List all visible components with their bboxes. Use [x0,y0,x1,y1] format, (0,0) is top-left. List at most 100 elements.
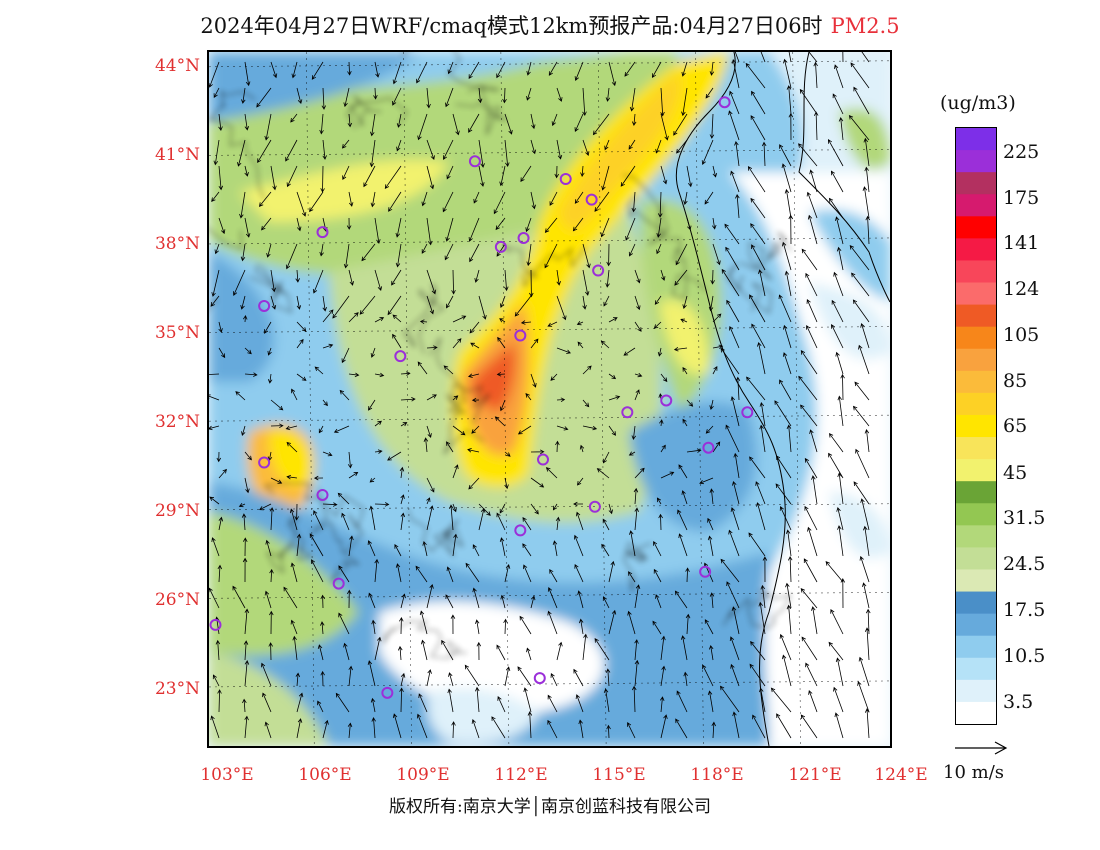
wind-arrow [623,347,636,356]
wind-arrow [526,647,532,661]
wind-arrow [347,722,353,739]
wind-arrow [837,395,844,427]
colorbar-swatch [956,414,996,438]
wind-arrow [863,137,870,167]
wind-arrow [496,371,506,377]
wind-arrow [627,722,636,739]
wind-arrow [290,562,298,583]
wind-arrow [549,191,558,206]
map-title: 2024年04月27日WRF/cmaq模式12km预报产品:04月27日06时 P… [0,10,1100,40]
wind-reference-label: 10 m/s [943,762,1004,783]
wind-arrow [348,191,354,207]
wind-arrow [468,217,480,242]
wind-arrow [720,685,740,713]
wind-arrow [652,620,662,635]
wind-arrow [628,571,636,583]
colorbar-swatch [956,128,996,151]
wind-arrow [210,715,220,739]
colorbar-swatch [956,569,996,593]
wind-arrow [452,503,457,513]
wind-arrow [582,399,590,408]
wind-arrow [803,558,818,583]
wind-arrow [496,512,506,531]
wind-arrow [374,502,390,507]
wind-arrow [387,451,402,461]
province-boundary [622,175,669,246]
wind-arrow [445,594,454,609]
wind-arrow [218,321,223,333]
wind-arrow [317,700,324,713]
wind-arrow [786,424,792,453]
wind-arrow [244,113,250,131]
wind-arrow [477,87,483,104]
title-main: 2024年04月27日WRF/cmaq模式12km预报产品:04月27日06时 [200,14,823,38]
wind-arrow [800,349,818,375]
province-boundary [401,52,486,89]
wind-arrow [634,584,641,609]
wind-arrow [217,564,223,583]
wind-arrow [804,505,818,531]
wind-arrow [859,555,870,583]
wind-arrow [724,223,740,245]
wind-arrow [830,608,844,635]
wind-arrow [244,347,252,355]
wind-arrow [676,690,688,713]
wind-arrow [522,543,532,557]
wind-arrow [504,269,509,292]
wind-arrow [660,165,668,185]
wind-arrow [721,268,740,297]
province-boundary [657,202,707,300]
wind-arrow [448,672,454,687]
wind-arrow [600,340,610,349]
colorbar-label: 45 [1003,462,1028,484]
wind-arrow [712,344,724,350]
lon-label-109: 109°E [396,765,450,785]
wind-arrow [468,113,480,133]
wind-arrow [478,295,487,320]
wind-arrow [710,269,715,285]
wind-arrow [832,93,844,115]
wind-arrow [295,672,301,687]
colorbar-label: 141 [1003,232,1040,254]
province-boundary [250,263,292,313]
wind-arrow [426,269,437,295]
wind-arrow [467,373,480,378]
wind-arrow [808,52,818,63]
colorbar-swatch [956,679,996,703]
wind-arrow [426,425,432,439]
wind-arrow [660,87,665,117]
wind-arrow [801,636,818,661]
wind-arrow [836,506,844,531]
lat-label-41: 41°N [154,145,200,165]
concentration-field [209,52,890,746]
wind-arrow [608,61,617,87]
wind-arrow [660,471,675,479]
wind-arrow [504,666,511,687]
wind-arrow [318,425,324,434]
wind-arrow [322,295,327,312]
wind-arrow [837,472,844,505]
wind-arrow [582,139,590,156]
colorbar-swatch [956,503,996,526]
wind-arrow [577,341,584,349]
wind-arrow [361,243,376,262]
wind-arrow [853,86,870,115]
wind-arrow [311,559,324,583]
wind-arrow [395,243,402,268]
wind-arrow [779,144,792,167]
wind-arrow [210,295,220,307]
lat-label-29: 29°N [154,501,200,521]
wind-arrow [211,537,220,557]
lon-label-112: 112°E [494,765,548,785]
wind-arrow [285,139,298,162]
wind-arrow [686,399,694,407]
province-boundary [503,246,586,288]
wind-arrow [850,62,870,89]
wind-arrow [452,395,459,401]
wind-arrow [269,507,275,531]
wind-arrow [504,477,509,490]
wind-arrow [828,138,844,167]
wind-arrow [858,656,870,687]
wind-arrow [840,373,845,401]
wind-arrow [495,217,506,231]
